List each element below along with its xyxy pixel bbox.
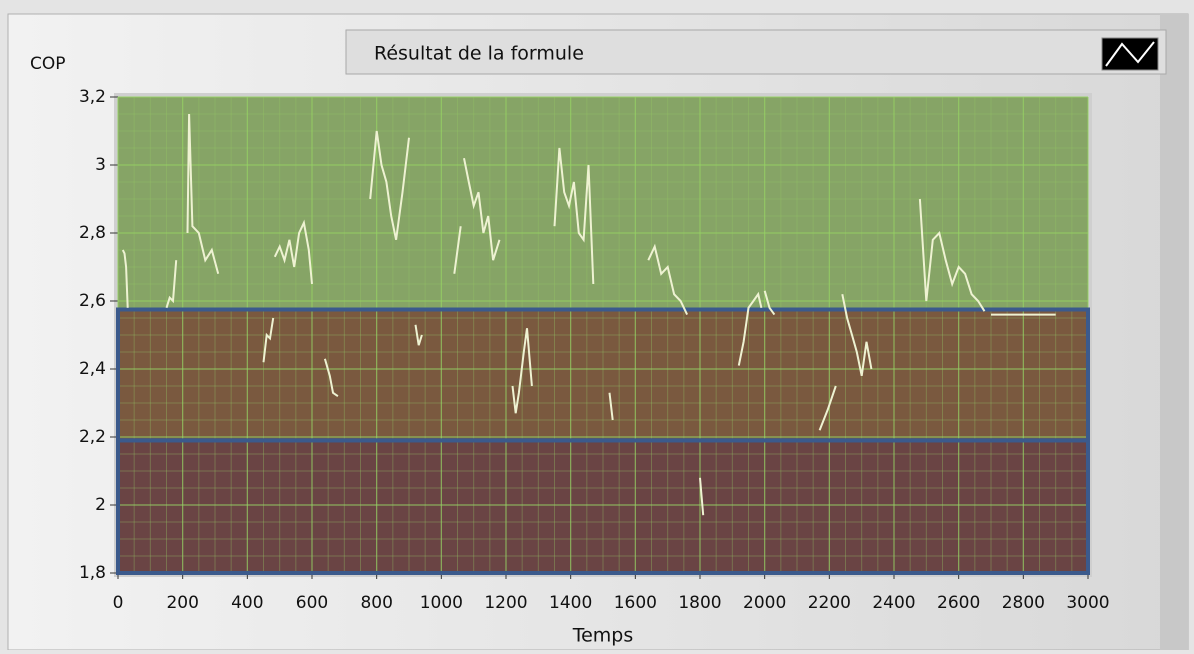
x-tick-label: 1800 bbox=[678, 593, 721, 613]
y-tick-label: 2,4 bbox=[79, 359, 106, 379]
x-axis-label: Temps bbox=[572, 625, 634, 647]
x-tick-label: 200 bbox=[166, 593, 198, 613]
y-tick-label: 3,2 bbox=[79, 87, 106, 107]
legend-label: Résultat de la formule bbox=[374, 43, 584, 65]
x-tick-label: 0 bbox=[113, 593, 124, 613]
y-axis-label: COP bbox=[30, 54, 66, 74]
x-tick-label: 2800 bbox=[1002, 593, 1045, 613]
x-tick-label: 2600 bbox=[937, 593, 980, 613]
y-tick-label: 2,8 bbox=[79, 223, 106, 243]
zone bbox=[118, 440, 1088, 573]
x-tick-label: 2400 bbox=[872, 593, 915, 613]
x-tick-label: 2000 bbox=[743, 593, 786, 613]
x-tick-label: 600 bbox=[296, 593, 328, 613]
y-tick-label: 2,2 bbox=[79, 427, 106, 447]
x-tick-label: 800 bbox=[360, 593, 392, 613]
x-tick-label: 2200 bbox=[808, 593, 851, 613]
x-tick-label: 1200 bbox=[484, 593, 527, 613]
panel-edge bbox=[1160, 14, 1188, 650]
x-tick-label: 1400 bbox=[549, 593, 592, 613]
legend-icon-line bbox=[1105, 41, 1155, 67]
y-tick-label: 3 bbox=[95, 155, 106, 175]
zone bbox=[118, 97, 1088, 310]
x-tick-label: 1600 bbox=[614, 593, 657, 613]
data-line bbox=[121, 113, 1056, 516]
x-tick-label: 400 bbox=[231, 593, 263, 613]
legend-box bbox=[345, 29, 1167, 75]
zone bbox=[118, 309, 1088, 441]
x-tick-label: 1000 bbox=[420, 593, 463, 613]
y-tick-label: 2 bbox=[95, 495, 106, 515]
y-tick-label: 1,8 bbox=[79, 563, 106, 583]
y-tick-label: 2,6 bbox=[79, 291, 106, 311]
x-tick-label: 3000 bbox=[1066, 593, 1109, 613]
zone-border bbox=[116, 438, 1090, 575]
